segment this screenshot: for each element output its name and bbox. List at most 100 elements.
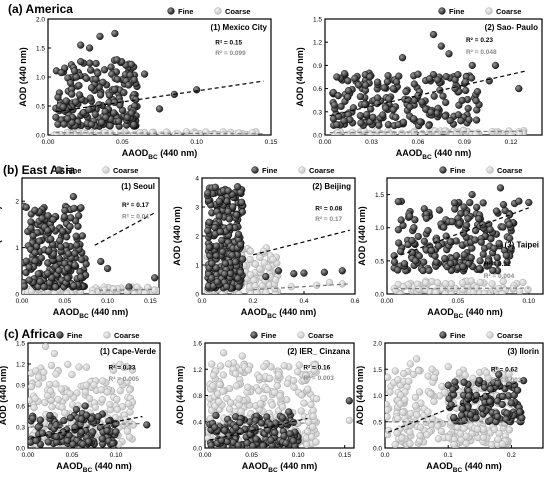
- coarse-point: [394, 415, 402, 423]
- coarse-point: [498, 440, 507, 448]
- fine-point: [399, 118, 408, 126]
- fine-point: [286, 430, 294, 438]
- fine-point: [234, 274, 242, 282]
- coarse-point: [232, 370, 240, 378]
- points-layer: [205, 349, 353, 448]
- fine-point: [204, 227, 212, 235]
- fine-point: [458, 405, 466, 413]
- legend-fine-label: Fine: [261, 331, 276, 340]
- fine-point: [82, 260, 90, 268]
- fine-point: [212, 264, 220, 272]
- fine-point: [77, 415, 86, 423]
- coarse-point: [251, 260, 260, 268]
- fine-point: [446, 238, 455, 246]
- coarse-point: [505, 370, 513, 378]
- fine-point: [224, 187, 232, 195]
- y-tick-label: 1.0: [375, 225, 384, 232]
- x-axis-label-main: AAOD: [426, 461, 453, 471]
- fine-point: [450, 199, 459, 207]
- y-tick-label: 0.0: [193, 446, 202, 453]
- legend-fine-label: Fine: [449, 7, 464, 16]
- y-tick-label: 0: [15, 292, 19, 299]
- fine-r2-label: R² = 0.23: [466, 37, 493, 44]
- x-axis-label-unit: (440 nm): [462, 461, 502, 471]
- fine-point: [125, 81, 133, 89]
- fine-point: [435, 206, 444, 214]
- fine-point: [465, 392, 473, 400]
- x-tick-label: 0.03: [365, 139, 378, 146]
- coarse-point: [505, 426, 514, 434]
- legend-fine-marker: [55, 166, 63, 174]
- fine-point: [61, 206, 69, 215]
- coarse-r2-label: R² = 0.048: [466, 49, 497, 56]
- x-axis-label-sub: BC: [148, 154, 158, 161]
- coarse-point: [120, 363, 128, 372]
- fine-point: [452, 237, 460, 245]
- coarse-point: [260, 259, 268, 267]
- fine-point: [375, 121, 383, 129]
- coarse-point: [227, 399, 235, 407]
- coarse-point: [274, 371, 283, 379]
- coarse-point: [54, 395, 62, 404]
- coarse-point: [61, 409, 69, 417]
- fine-r2-label: R² = 0.16: [303, 364, 330, 371]
- fine-point: [99, 78, 107, 86]
- fine-point: [362, 81, 370, 89]
- fine-point: [420, 237, 429, 245]
- coarse-point: [311, 361, 319, 369]
- coarse-r2-label: R² = 0.005: [109, 376, 140, 383]
- coarse-point: [490, 425, 499, 434]
- fine-point: [440, 223, 448, 231]
- fine-point: [418, 98, 426, 106]
- coarse-point: [398, 434, 406, 442]
- fine-point: [442, 98, 450, 107]
- fine-point: [115, 117, 123, 125]
- fine-point: [479, 199, 487, 207]
- legend-fine-marker: [439, 331, 447, 339]
- coarse-point: [385, 130, 393, 135]
- fine-point: [81, 402, 89, 410]
- x-tick-label: 0.00: [199, 452, 212, 459]
- fine-point: [110, 98, 119, 107]
- fine-point: [333, 73, 341, 81]
- fine-point: [465, 116, 473, 124]
- fine-point: [505, 220, 514, 229]
- fine-point: [430, 92, 438, 100]
- coarse-point: [441, 388, 449, 397]
- fine-point: [454, 71, 462, 79]
- fine-point: [64, 250, 73, 258]
- fine-point: [226, 224, 234, 232]
- fine-point: [451, 378, 459, 386]
- coarse-point: [82, 381, 90, 389]
- coarse-point: [487, 441, 496, 448]
- fine-point: [40, 283, 48, 291]
- fine-point: [330, 101, 338, 109]
- x-axis-label: AAODBC (440 nm): [396, 148, 471, 161]
- legend-fine-marker: [56, 331, 64, 339]
- y-axis-label: AOD (440 nm): [0, 366, 8, 426]
- fine-fit-line: [209, 417, 308, 441]
- fine-point: [32, 437, 40, 445]
- points-layer: [329, 30, 528, 135]
- coarse-point: [385, 426, 393, 435]
- x-axis-label-sub: BC: [79, 313, 89, 320]
- fine-point: [338, 267, 346, 275]
- section-label-east-asia: (b) East Asia: [3, 163, 76, 177]
- x-tick-label: 0.05: [58, 298, 71, 305]
- fine-point: [373, 99, 381, 108]
- fine-point: [493, 397, 502, 405]
- coarse-point: [303, 441, 311, 448]
- coarse-point: [280, 362, 288, 370]
- fine-point: [498, 400, 506, 409]
- fine-point: [70, 67, 79, 75]
- legend-fine-marker: [439, 166, 447, 174]
- x-axis-label: AAODBC (440 nm): [426, 461, 501, 474]
- coarse-point: [255, 387, 263, 395]
- fine-point: [468, 61, 476, 70]
- fine-point: [447, 401, 455, 409]
- fine-point: [300, 269, 308, 277]
- legend-fine-label: Fine: [262, 166, 277, 175]
- y-tick-label: 0.5: [375, 258, 384, 265]
- fine-point: [44, 269, 52, 277]
